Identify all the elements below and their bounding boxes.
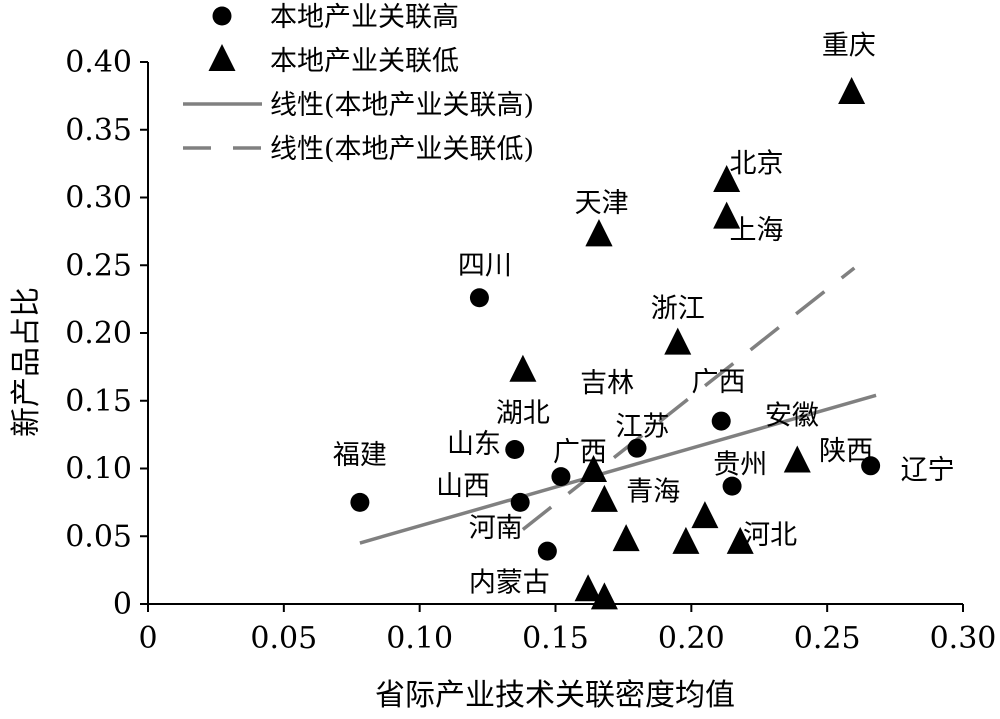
point-label: 青海 — [626, 477, 680, 508]
point-label: 内蒙古 — [469, 567, 550, 598]
y-tick-label: 0.35 — [65, 113, 132, 148]
x-tick-label: 0.05 — [250, 621, 317, 656]
point-label: 北京 — [730, 149, 784, 180]
point-label: 河南 — [469, 513, 523, 544]
point-label: 广西 — [553, 437, 607, 468]
point-label: 上海 — [730, 215, 784, 246]
data-markers — [350, 76, 881, 610]
x-tick-label: 0.15 — [522, 621, 589, 656]
marker-triangle — [726, 526, 754, 554]
x-tick-label: 0.25 — [794, 621, 861, 656]
x-axis-title: 省际产业技术关联密度均值 — [375, 678, 735, 713]
point-label: 浙江 — [651, 294, 705, 325]
point-label: 贵州 — [713, 449, 767, 480]
marker-triangle — [585, 219, 613, 247]
marker-triangle — [580, 455, 608, 483]
marker-circle — [627, 438, 647, 458]
legend-label: 本地产业关联高 — [270, 2, 459, 33]
marker-triangle — [590, 582, 618, 610]
point-label: 重庆 — [822, 31, 876, 62]
marker-circle — [505, 440, 525, 460]
x-tick-label: 0.20 — [658, 621, 725, 656]
x-tick-label: 0.10 — [386, 621, 453, 656]
y-tick-label: 0.20 — [65, 316, 132, 351]
x-tick-label: 0 — [138, 621, 157, 656]
x-tick-label: 0.30 — [930, 621, 997, 656]
y-tick-label: 0.30 — [65, 181, 132, 216]
marker-triangle — [509, 354, 537, 382]
marker-triangle — [664, 327, 692, 355]
legend-label: 本地产业关联低 — [270, 46, 459, 77]
point-label: 福建 — [333, 440, 387, 471]
marker-triangle — [713, 201, 741, 229]
point-label: 山西 — [436, 471, 490, 502]
point-label: 江苏 — [615, 411, 669, 442]
point-label: 安徽 — [765, 401, 819, 432]
marker-circle — [350, 492, 370, 512]
marker-triangle — [574, 574, 602, 602]
point-label: 陕西 — [819, 436, 873, 467]
legend-label: 线性(本地产业关联低) — [270, 134, 534, 165]
marker-triangle — [713, 165, 741, 193]
marker-circle — [711, 411, 731, 431]
y-tick-label: 0.25 — [65, 248, 132, 283]
y-tick-label: 0 — [113, 587, 132, 622]
y-axis-title: 新产品占比 — [9, 287, 44, 437]
marker-circle — [722, 476, 742, 496]
marker-circle — [510, 492, 530, 512]
legend-marker-triangle — [208, 44, 236, 71]
marker-circle — [537, 541, 557, 561]
y-tick-label: 0.15 — [65, 384, 132, 419]
y-tick-label: 0.40 — [65, 45, 132, 80]
marker-triangle — [783, 445, 811, 473]
trendlines — [359, 266, 877, 545]
point-label: 山东 — [447, 429, 501, 460]
marker-circle — [551, 467, 571, 487]
marker-triangle — [612, 524, 640, 552]
axes: 0 0.05 0.10 0.15 0.20 0.25 0.30 0 0.05 0.10 0.15 0.… — [65, 45, 996, 656]
y-tick-label: 0.10 — [65, 452, 132, 487]
point-label: 四川 — [458, 250, 512, 281]
marker-triangle — [672, 526, 700, 554]
point-label: 河北 — [743, 520, 797, 551]
legend-label: 线性(本地产业关联高) — [270, 90, 534, 121]
marker-circle — [469, 288, 489, 308]
point-label: 辽宁 — [901, 455, 955, 486]
marker-triangle — [838, 76, 866, 104]
marker-triangle — [691, 501, 719, 529]
marker-circle — [861, 456, 881, 476]
trendline-high — [359, 393, 877, 545]
y-tick-label: 0.05 — [65, 519, 132, 554]
legend-marker-circle — [212, 6, 232, 26]
point-label: 天津 — [575, 188, 629, 219]
point-label: 吉林 — [580, 368, 634, 399]
marker-triangle — [590, 484, 618, 512]
point-label: 广西 — [692, 367, 746, 398]
trendline-low — [521, 266, 856, 531]
point-label: 湖北 — [496, 398, 550, 429]
